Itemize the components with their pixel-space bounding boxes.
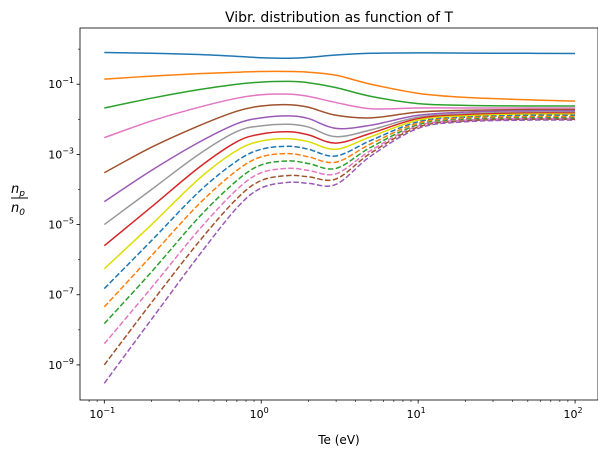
y-axis-ticks: 10−9 10−7 10−5 10−3 10−1 bbox=[48, 48, 80, 372]
series-line-11 bbox=[103, 115, 576, 308]
series-line-8 bbox=[103, 112, 576, 247]
series-line-5 bbox=[103, 103, 576, 174]
plot-frame bbox=[79, 27, 598, 401]
series-line-3 bbox=[104, 80, 576, 109]
series-line-13 bbox=[103, 117, 576, 345]
series-line-4 bbox=[104, 93, 576, 139]
series-line-6 bbox=[103, 109, 576, 203]
series-line-2 bbox=[104, 70, 576, 102]
plot-area bbox=[103, 51, 576, 384]
svg-text:n0: n0 bbox=[11, 201, 25, 218]
x-tick-label: 102 bbox=[564, 406, 583, 421]
x-tick-label: 10−1 bbox=[89, 406, 115, 421]
chart-title: Vibr. distribution as function of T bbox=[225, 10, 454, 26]
series-line-12 bbox=[103, 116, 576, 325]
x-tick-label: 100 bbox=[250, 406, 269, 421]
y-tick-label: 10−5 bbox=[48, 217, 74, 232]
y-label-denominator-sub: 0 bbox=[19, 208, 25, 218]
x-tick-label: 101 bbox=[407, 406, 426, 421]
x-axis-ticks: 10−1 100 101 102 bbox=[88, 400, 583, 421]
series-line-10 bbox=[103, 114, 576, 290]
y-tick-label: 10−9 bbox=[48, 357, 74, 372]
y-tick-label: 10−3 bbox=[48, 146, 74, 161]
series-line-15 bbox=[103, 119, 576, 384]
x-axis-label: Te (eV) bbox=[317, 433, 359, 447]
series-line-1 bbox=[104, 51, 576, 59]
y-label-numerator: n bbox=[11, 182, 19, 197]
y-tick-label: 10−7 bbox=[48, 287, 74, 302]
y-label-numerator-sub: p bbox=[18, 189, 25, 199]
y-axis-label: np n0 bbox=[11, 182, 28, 218]
y-tick-label: 10−1 bbox=[48, 76, 74, 91]
series-line-9 bbox=[103, 113, 576, 270]
series-line-7 bbox=[103, 111, 576, 226]
y-label-denominator: n bbox=[11, 201, 19, 216]
svg-text:np: np bbox=[11, 182, 25, 199]
